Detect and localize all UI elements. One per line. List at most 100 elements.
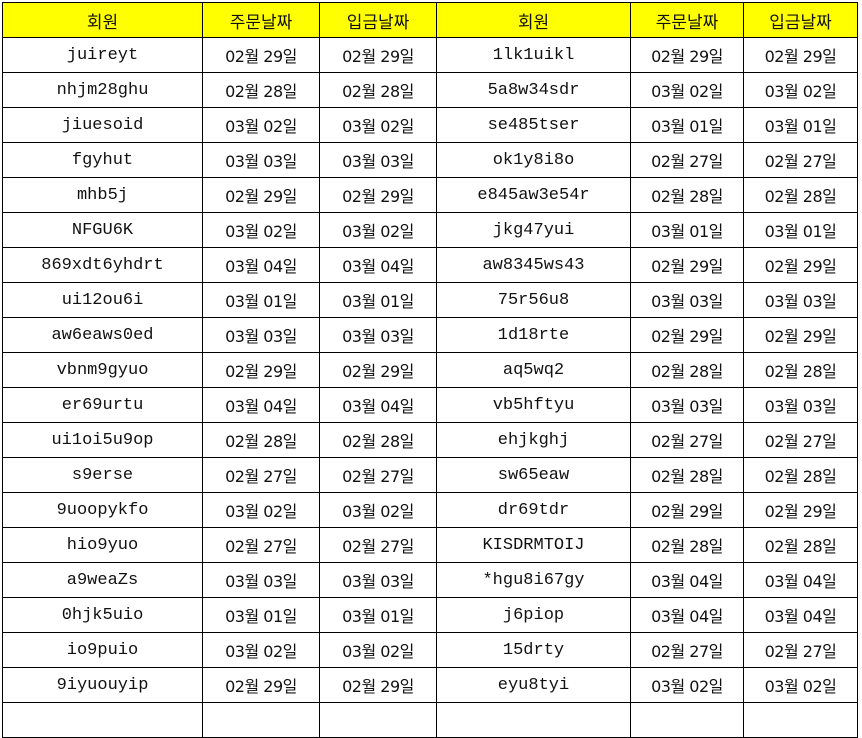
deposit-date-cell-left[interactable]: 03월 03일 — [319, 317, 437, 353]
member-cell-right[interactable]: 5a8w34sdr — [436, 72, 631, 108]
deposit-date-cell-right[interactable]: 03월 02일 — [743, 72, 858, 108]
member-cell-right[interactable]: *hgu8i67gy — [436, 562, 631, 598]
member-cell-left[interactable]: s9erse — [2, 457, 203, 493]
deposit-date-cell-left[interactable]: 02월 29일 — [319, 352, 437, 388]
deposit-date-cell-left[interactable]: 03월 01일 — [319, 282, 437, 318]
member-cell-left[interactable]: hio9yuo — [2, 527, 203, 563]
order-date-cell-left[interactable]: 02월 29일 — [202, 667, 320, 703]
order-date-cell-left[interactable]: 03월 03일 — [202, 142, 320, 178]
member-cell-left[interactable]: nhjm28ghu — [2, 72, 203, 108]
deposit-date-cell-right[interactable]: 03월 03일 — [743, 387, 858, 423]
order-date-cell-left[interactable]: 03월 01일 — [202, 282, 320, 318]
deposit-date-cell-left[interactable]: 03월 03일 — [319, 562, 437, 598]
deposit-date-cell-left[interactable]: 03월 04일 — [319, 387, 437, 423]
member-cell-left[interactable]: er69urtu — [2, 387, 203, 423]
member-cell-left[interactable]: 0hjk5uio — [2, 597, 203, 633]
member-cell-left[interactable]: fgyhut — [2, 142, 203, 178]
deposit-date-cell-left[interactable]: 03월 02일 — [319, 492, 437, 528]
order-date-cell-right[interactable]: 02월 29일 — [630, 247, 744, 283]
member-cell-left[interactable]: a9weaZs — [2, 562, 203, 598]
deposit-date-cell-left[interactable]: 02월 29일 — [319, 37, 437, 73]
order-date-cell-right[interactable]: 02월 28일 — [630, 177, 744, 213]
deposit-date-cell-right[interactable]: 02월 27일 — [743, 142, 858, 178]
order-date-cell-left[interactable]: 03월 02일 — [202, 632, 320, 668]
order-date-cell-right[interactable]: 03월 03일 — [630, 282, 744, 318]
order-date-cell-right[interactable]: 02월 29일 — [630, 37, 744, 73]
order-date-cell-right[interactable]: 02월 28일 — [630, 352, 744, 388]
member-cell-left[interactable]: juireyt — [2, 37, 203, 73]
deposit-date-cell-right[interactable]: 02월 28일 — [743, 352, 858, 388]
order-date-cell-left[interactable]: 02월 27일 — [202, 457, 320, 493]
order-date-cell-left[interactable]: 02월 27일 — [202, 527, 320, 563]
deposit-date-cell-right[interactable]: 02월 29일 — [743, 37, 858, 73]
deposit-date-cell-left[interactable]: 02월 27일 — [319, 527, 437, 563]
header-member-left[interactable]: 회원 — [2, 2, 203, 38]
member-cell-right[interactable]: sw65eaw — [436, 457, 631, 493]
deposit-date-cell-left[interactable]: 03월 04일 — [319, 247, 437, 283]
order-date-cell-left[interactable]: 02월 28일 — [202, 72, 320, 108]
order-date-cell-left[interactable]: 02월 28일 — [202, 422, 320, 458]
deposit-date-cell-left[interactable]: 02월 29일 — [319, 177, 437, 213]
deposit-date-cell-right[interactable]: 03월 04일 — [743, 562, 858, 598]
order-date-cell-right[interactable]: 02월 28일 — [630, 527, 744, 563]
member-cell-right[interactable]: j6piop — [436, 597, 631, 633]
order-date-cell-right[interactable]: 03월 01일 — [630, 212, 744, 248]
member-cell-right[interactable]: 1d18rte — [436, 317, 631, 353]
member-cell-right[interactable]: vb5hftyu — [436, 387, 631, 423]
deposit-date-cell-left[interactable]: 03월 02일 — [319, 107, 437, 143]
order-date-cell-left[interactable]: 03월 03일 — [202, 317, 320, 353]
member-cell-left[interactable]: io9puio — [2, 632, 203, 668]
header-order-date-right[interactable]: 주문날짜 — [630, 2, 744, 38]
member-cell-left[interactable]: NFGU6K — [2, 212, 203, 248]
member-cell-left[interactable]: jiuesoid — [2, 107, 203, 143]
deposit-date-cell-left[interactable]: 02월 29일 — [319, 667, 437, 703]
member-cell-left[interactable]: ui12ou6i — [2, 282, 203, 318]
order-date-cell-left[interactable]: 03월 02일 — [202, 492, 320, 528]
deposit-date-cell-right[interactable]: 03월 02일 — [743, 667, 858, 703]
deposit-date-cell-right[interactable]: 02월 28일 — [743, 177, 858, 213]
member-cell-right[interactable]: aw8345ws43 — [436, 247, 631, 283]
deposit-date-cell-left[interactable]: 03월 03일 — [319, 142, 437, 178]
member-cell-right[interactable]: aq5wq2 — [436, 352, 631, 388]
order-date-cell-left[interactable]: 03월 04일 — [202, 247, 320, 283]
order-date-cell-left[interactable]: 02월 29일 — [202, 37, 320, 73]
member-cell-right[interactable]: 1lk1uikl — [436, 37, 631, 73]
deposit-date-cell-right[interactable]: 02월 27일 — [743, 422, 858, 458]
order-date-cell-right[interactable]: 03월 02일 — [630, 72, 744, 108]
member-cell-right[interactable]: 15drty — [436, 632, 631, 668]
order-date-cell-right[interactable]: 02월 27일 — [630, 422, 744, 458]
member-cell-right[interactable]: KISDRMTOIJ — [436, 527, 631, 563]
order-date-cell-left[interactable]: 03월 03일 — [202, 562, 320, 598]
deposit-date-cell-right[interactable]: 02월 29일 — [743, 247, 858, 283]
header-deposit-date-left[interactable]: 입금날짜 — [319, 2, 437, 38]
order-date-cell-right[interactable]: 02월 27일 — [630, 632, 744, 668]
member-cell-right[interactable]: ok1y8i8o — [436, 142, 631, 178]
deposit-date-cell-right[interactable]: 02월 29일 — [743, 492, 858, 528]
deposit-date-cell-left[interactable]: 02월 27일 — [319, 457, 437, 493]
member-cell-right[interactable]: e845aw3e54r — [436, 177, 631, 213]
order-date-cell-right[interactable]: 03월 01일 — [630, 107, 744, 143]
member-cell-left[interactable]: aw6eaws0ed — [2, 317, 203, 353]
deposit-date-cell-right[interactable]: 03월 04일 — [743, 597, 858, 633]
order-date-cell-left[interactable]: 03월 01일 — [202, 597, 320, 633]
member-cell-left[interactable]: 9iyuouyip — [2, 667, 203, 703]
order-date-cell-left[interactable]: 02월 29일 — [202, 177, 320, 213]
deposit-date-cell-right[interactable]: 03월 01일 — [743, 212, 858, 248]
deposit-date-cell-right[interactable]: 03월 03일 — [743, 282, 858, 318]
member-cell-left[interactable]: ui1oi5u9op — [2, 422, 203, 458]
member-cell-right[interactable]: 75r56u8 — [436, 282, 631, 318]
member-cell-left[interactable]: 869xdt6yhdrt — [2, 247, 203, 283]
order-date-cell-right[interactable]: 03월 03일 — [630, 387, 744, 423]
deposit-date-cell-left[interactable]: 03월 02일 — [319, 212, 437, 248]
order-date-cell-right[interactable]: 03월 04일 — [630, 597, 744, 633]
deposit-date-cell-left[interactable]: 03월 02일 — [319, 632, 437, 668]
order-date-cell-left[interactable]: 03월 02일 — [202, 107, 320, 143]
order-date-cell-right[interactable]: 02월 27일 — [630, 142, 744, 178]
order-date-cell-left[interactable]: 03월 04일 — [202, 387, 320, 423]
member-cell-right[interactable]: ehjkghj — [436, 422, 631, 458]
deposit-date-cell-left[interactable]: 02월 28일 — [319, 422, 437, 458]
member-cell-left[interactable]: mhb5j — [2, 177, 203, 213]
member-cell-right[interactable]: jkg47yui — [436, 212, 631, 248]
member-cell-right[interactable]: se485tser — [436, 107, 631, 143]
order-date-cell-right[interactable]: 03월 02일 — [630, 667, 744, 703]
